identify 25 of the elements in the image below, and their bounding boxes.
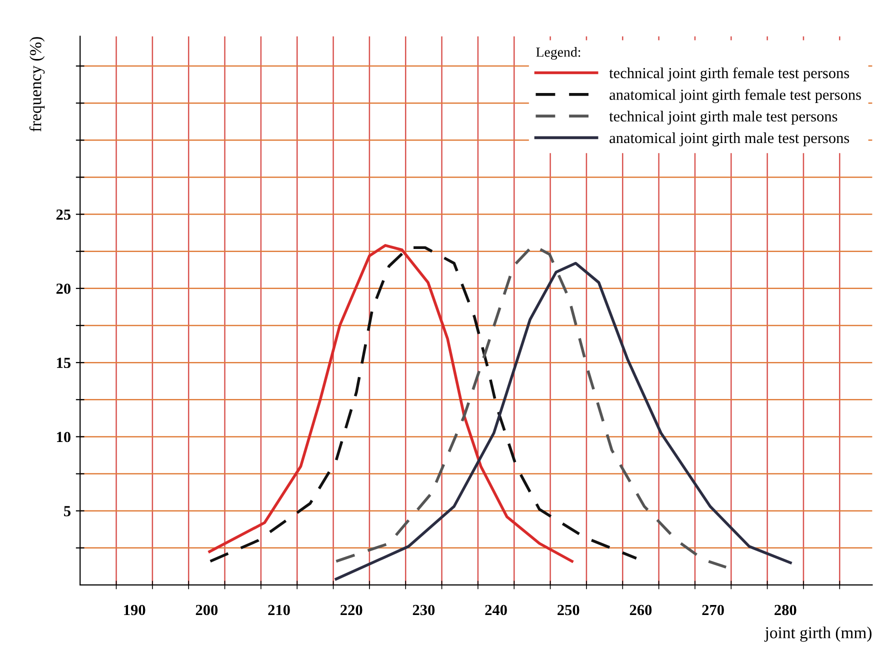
x-tick-label: 280: [774, 604, 796, 616]
y-tick-label: 5: [64, 506, 71, 516]
x-tick-label: 210: [268, 604, 290, 616]
legend-label: technical joint girth male test persons: [609, 110, 838, 125]
y-tick-label: 20: [56, 284, 70, 294]
x-tick-label: 230: [412, 604, 435, 616]
legend-label: anatomical joint girth female test persons: [610, 89, 861, 104]
line-series: [208, 244, 574, 563]
line-series: [208, 246, 638, 563]
y-tick-label: 15: [57, 358, 71, 368]
x-tick-label: 190: [124, 604, 146, 616]
legend-title: Legend:: [536, 47, 580, 60]
x-tick-label: 220: [340, 604, 362, 616]
x-tick-label: 240: [485, 604, 507, 616]
y-tick-label: 10: [57, 432, 70, 442]
y-axis-title: frequency (%): [29, 37, 45, 132]
y-tick-label: 25: [56, 209, 71, 220]
legend-label: technical joint girth female test persons: [609, 67, 850, 82]
x-tick-label: 270: [702, 604, 724, 616]
line-series: [334, 262, 792, 580]
legend-label: anatomical joint girth male test persons: [610, 132, 850, 146]
x-tick-label: 260: [630, 604, 652, 616]
x-tick-label: 200: [196, 604, 218, 616]
x-axis-title: joint girth (mm): [764, 626, 872, 642]
x-tick-label: 250: [558, 604, 580, 616]
